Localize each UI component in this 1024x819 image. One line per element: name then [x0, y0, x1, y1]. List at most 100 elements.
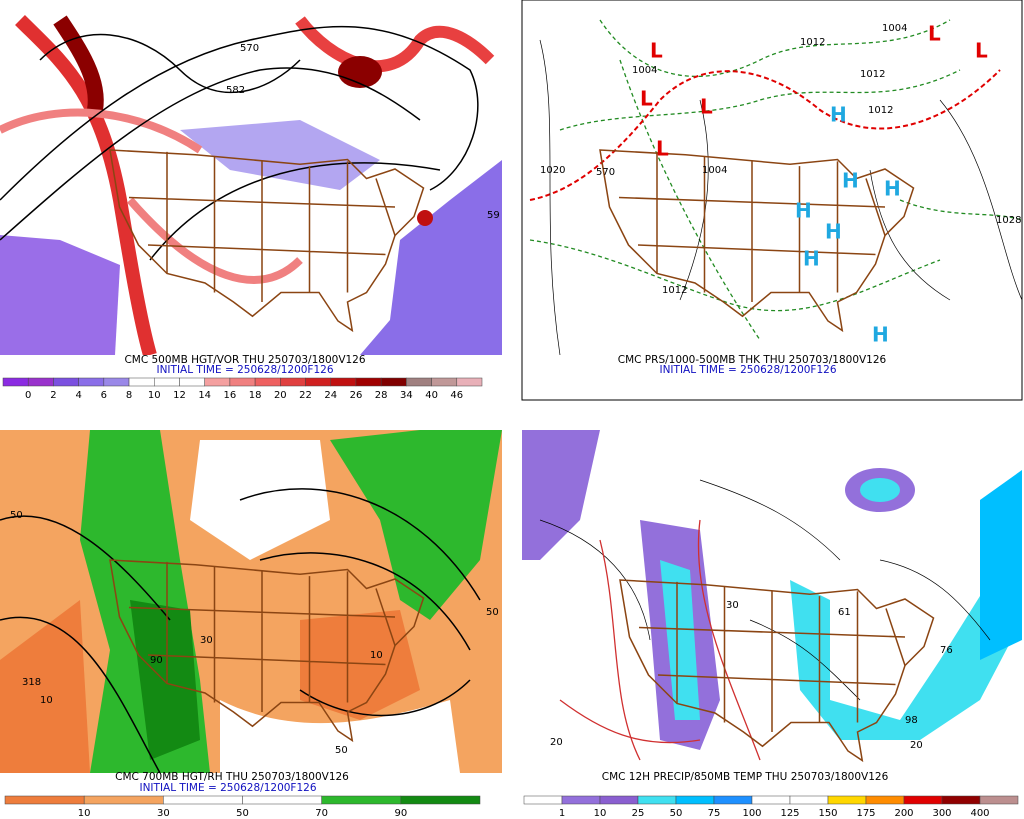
colorbar-label: 14 — [198, 390, 211, 401]
contour-label: 20 — [550, 737, 563, 748]
colorbar-box — [599, 795, 639, 805]
initial-time: INITIAL TIME = 250628/1200F126 — [659, 364, 836, 376]
isobar-label: 1012 — [662, 285, 687, 296]
colorbar-box — [2, 377, 29, 387]
contour-label: 50 — [10, 510, 23, 521]
colorbar-label: 18 — [249, 390, 262, 401]
colorbar-label: 26 — [350, 390, 363, 401]
colorbar-box — [675, 795, 715, 805]
precip-label: 61 — [838, 607, 851, 618]
low-center: L — [640, 87, 653, 111]
contour-label: 570 — [240, 43, 259, 54]
contour-label: 50 — [335, 745, 348, 756]
precip-label: 98 — [905, 715, 918, 726]
colorbar-label: 200 — [894, 808, 913, 819]
colorbar-label: 10 — [78, 808, 91, 819]
map-pressure: 1020 1004 1012 1004 1012 1012 1004 570 1… — [522, 0, 1022, 355]
panel-title: CMC 12H PRECIP/850MB TEMP THU 250703/180… — [602, 771, 889, 783]
high-center: H — [825, 220, 842, 244]
contour-label: 59 — [487, 210, 500, 221]
contour-label: 20 — [910, 740, 923, 751]
colorbar-label: 40 — [425, 390, 438, 401]
colorbar-box — [406, 377, 432, 387]
colorbar-box — [128, 377, 155, 387]
colorbar-box — [163, 795, 243, 805]
colorbar-label: 34 — [400, 390, 413, 401]
initial-time: INITIAL TIME = 250628/1200F126 — [139, 782, 316, 794]
colorbar-box — [229, 377, 256, 387]
colorbar-box — [305, 377, 331, 387]
colorbar-box — [280, 377, 306, 387]
low-center: L — [650, 39, 663, 63]
isobar-label: 1012 — [800, 37, 825, 48]
colorbar-box — [83, 795, 164, 805]
colorbar-label: 6 — [101, 390, 107, 401]
colorbar-box — [355, 377, 382, 387]
high-center: H — [803, 247, 820, 271]
colorbar-box — [637, 795, 677, 805]
colorbar-label: 125 — [780, 808, 799, 819]
colorbar-box — [78, 377, 105, 387]
high-center: H — [795, 199, 812, 223]
colorbar-label: 28 — [375, 390, 388, 401]
colorbar-label: 0 — [25, 390, 31, 401]
high-center: H — [884, 177, 901, 201]
colorbar-box — [103, 377, 130, 387]
colorbar-label: 30 — [157, 808, 170, 819]
colorbar-label: 8 — [126, 390, 132, 401]
contour-label: 30 — [726, 600, 739, 611]
isobar-label: 1012 — [868, 105, 893, 116]
colorbar-box — [4, 795, 85, 805]
high-center: H — [842, 169, 859, 193]
colorbar-label: 300 — [932, 808, 951, 819]
contour-label: 50 — [486, 607, 499, 618]
colorbar-box — [903, 795, 943, 805]
colorbar-box — [154, 377, 180, 387]
colorbar-box — [53, 377, 79, 387]
colorbar-label: 100 — [742, 808, 761, 819]
precip-label: 76 — [940, 645, 953, 656]
colorbar-box — [456, 377, 483, 387]
panel-border — [521, 0, 1023, 401]
colorbar-label: 22 — [299, 390, 312, 401]
initial-time: INITIAL TIME = 250628/1200F126 — [156, 364, 333, 376]
colorbar-label: 70 — [315, 808, 328, 819]
colorbar-label: 50 — [670, 808, 683, 819]
colorbar-box — [941, 795, 981, 805]
high-center: H — [872, 323, 889, 347]
colorbar-label: 46 — [450, 390, 463, 401]
isobar-label: 1004 — [632, 65, 657, 76]
colorbar-label: 10 — [148, 390, 161, 401]
high-center: H — [830, 103, 847, 127]
low-center: L — [975, 39, 988, 63]
colorbar-label: 4 — [75, 390, 81, 401]
colorbar-label: 20 — [274, 390, 287, 401]
colorbar-label: 50 — [236, 808, 249, 819]
isobar-label: 1004 — [882, 23, 907, 34]
colorbar-box — [400, 795, 481, 805]
colorbar-box — [561, 795, 601, 805]
isobar-label: 1012 — [860, 69, 885, 80]
contour-label: 90 — [150, 655, 163, 666]
panel-title: CMC 700MB HGT/RH THU 250703/1800V126 — [115, 771, 349, 783]
contour-label: 30 — [200, 635, 213, 646]
colorbar-label: 90 — [394, 808, 407, 819]
isobar-label: 1004 — [702, 165, 727, 176]
map-precip: 30 20 61 76 98 20 — [522, 430, 1022, 773]
colorbar-label: 175 — [856, 808, 875, 819]
colorbar-label: 75 — [708, 808, 721, 819]
colorbar-label: 24 — [324, 390, 337, 401]
panel-title: CMC 500MB HGT/VOR THU 250703/1800V126 — [124, 354, 365, 366]
isobar-label: 1028 — [996, 215, 1021, 226]
colorbar-label: 25 — [632, 808, 645, 819]
colorbar-label: 12 — [173, 390, 186, 401]
colorbar-box — [242, 795, 322, 805]
map-vorticity: 570 582 59 — [0, 12, 502, 355]
contour-label: 10 — [40, 695, 53, 706]
colorbar-box — [865, 795, 905, 805]
colorbar-label: 150 — [818, 808, 837, 819]
thickness-label: 570 — [596, 167, 615, 178]
colorbar-box — [431, 377, 458, 387]
colorbar-box — [751, 795, 791, 805]
colorbar-box — [713, 795, 753, 805]
